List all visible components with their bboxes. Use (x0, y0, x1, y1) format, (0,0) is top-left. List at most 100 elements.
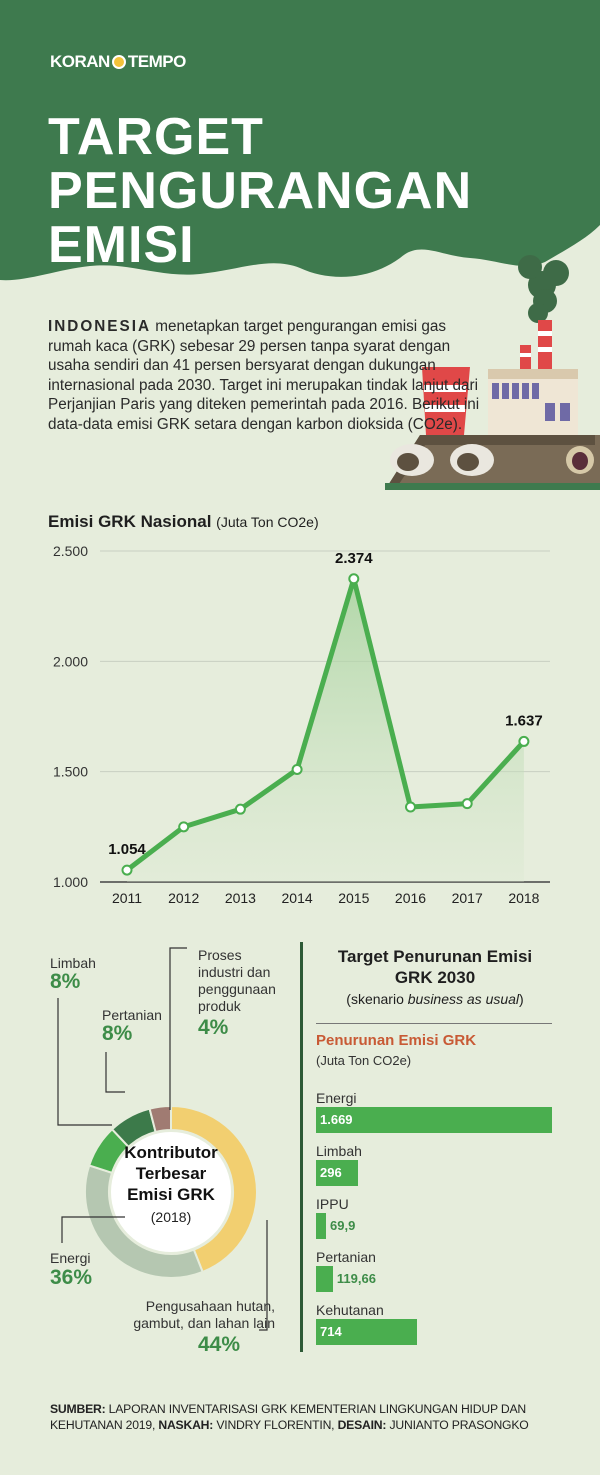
writer-key: NASKAH: (158, 1418, 214, 1432)
bar-category-label: IPPU (316, 1196, 349, 1212)
label-proses-line: industri dan (198, 964, 271, 980)
label-hutan: Pengusahaan hutan, gambut, dan lahan lai… (103, 1298, 275, 1332)
target-rule (316, 1023, 552, 1024)
x-tick-label: 2013 (225, 890, 256, 906)
donut-center-title: Kontributor (124, 1143, 218, 1162)
line-chart-title-text: Emisi GRK Nasional (48, 512, 212, 531)
y-tick-label: 1.000 (53, 874, 88, 890)
bar (316, 1266, 333, 1292)
line-chart: 1.000 1.500 2.000 2.500 2011 2012 2013 2014 2015… (53, 543, 550, 906)
data-point (518, 735, 530, 747)
bar (316, 1213, 326, 1239)
data-point (348, 573, 360, 585)
source-value: LAPORAN INVENTARISASI GRK KEMENTERIAN LI… (50, 1402, 526, 1432)
bar-unit: (Juta Ton CO2e) (316, 1053, 412, 1068)
bar-value-label: 1.669 (320, 1112, 353, 1127)
page-title-line-2: PENGURANGAN (48, 162, 473, 220)
donut-slice (148, 1104, 172, 1134)
target-title-line: GRK 2030 (394, 968, 476, 987)
series-line (125, 576, 526, 873)
bar-category-label: Energi (316, 1090, 357, 1106)
bar-value-label: 69,9 (330, 1218, 356, 1233)
data-point (461, 798, 473, 810)
target-title: Target Penurunan Emisi GRK 2030 (310, 946, 560, 988)
pct-pertanian: 8% (102, 1022, 133, 1045)
x-tick-label: 2014 (282, 890, 313, 906)
data-point (234, 803, 246, 815)
y-tick-label: 1.500 (53, 764, 88, 780)
data-point (178, 821, 190, 833)
brand-logo: KORAN TEMPO (50, 52, 186, 72)
design-value: JUNIANTO PRASONGKO (386, 1418, 529, 1432)
factory-illustration (385, 255, 600, 490)
data-point (405, 801, 416, 813)
label-proses-line: produk (198, 998, 241, 1014)
label-pertanian: Pertanian (102, 1007, 162, 1023)
brand-right: TEMPO (127, 52, 186, 71)
y-tick-label: 2.500 (53, 543, 88, 559)
label-limbah: Limbah (50, 955, 96, 971)
data-label: 1.637 (505, 712, 543, 729)
bar-category-label: Kehutanan (316, 1302, 384, 1318)
data-point (291, 763, 303, 775)
design-key: DESAIN: (337, 1418, 387, 1432)
drain-pipes (390, 444, 594, 476)
target-sub-italic: business as usual (407, 991, 520, 1007)
donut-chart: Kontributor Terbesar Emisi GRK (2018) (57, 947, 268, 1331)
leader-line (105, 1052, 125, 1093)
header-background (0, 0, 600, 281)
pct-proses: 4% (198, 1016, 229, 1039)
label-proses: Proses industri dan penggunaan produk (198, 947, 276, 1015)
data-label: 1.054 (108, 841, 146, 858)
cooling-tower (422, 367, 470, 435)
label-proses-line: penggunaan (198, 981, 276, 997)
donut-center-title: Terbesar (136, 1164, 207, 1183)
label-energi: Energi (50, 1250, 91, 1266)
brand-left: KORAN (50, 52, 110, 71)
target-subtitle: (skenario business as usual) (310, 991, 560, 1007)
donut-hole (111, 1132, 231, 1252)
x-tick-label: 2012 (168, 890, 199, 906)
label-hutan-line: gambut, dan lahan lain (133, 1315, 275, 1331)
smoke-cloud (518, 255, 569, 323)
bar (316, 1160, 358, 1186)
target-sub-suffix: ) (519, 991, 524, 1007)
bar (316, 1319, 417, 1345)
y-tick-label: 2.000 (53, 653, 88, 669)
header-banner (0, 0, 600, 281)
pct-limbah: 8% (50, 970, 81, 993)
bar-category-label: Pertanian (316, 1249, 376, 1265)
x-tick-label: 2017 (452, 890, 483, 906)
bar-value-label: 296 (320, 1165, 342, 1180)
bar-value-label: 714 (320, 1324, 342, 1339)
x-tick-label: 2016 (395, 890, 426, 906)
bar-value-label: 119,66 (336, 1271, 376, 1286)
x-tick-label: 2015 (338, 890, 369, 906)
bar-heading: Penurunan Emisi GRK (316, 1032, 477, 1049)
writer-value: VINDRY FLORENTIN, (213, 1418, 338, 1432)
brand-dot-icon (111, 55, 126, 69)
section-divider (300, 942, 303, 1352)
label-hutan-line: Pengusahaan hutan, (145, 1298, 275, 1314)
x-tick-label: 2018 (508, 890, 539, 906)
intro-lead: INDONESIA (48, 318, 151, 335)
line-chart-title: Emisi GRK Nasional (Juta Ton CO2e) (48, 512, 319, 532)
data-point (121, 864, 133, 876)
page-title-line-3: EMISI (48, 216, 195, 274)
source-key: SUMBER: (50, 1402, 106, 1416)
line-chart-unit: (Juta Ton CO2e) (216, 514, 319, 530)
data-label: 2.374 (335, 550, 373, 567)
bar-category-label: Limbah (316, 1143, 362, 1159)
pct-energi: 36% (50, 1266, 93, 1289)
area-fill (127, 578, 524, 882)
page-title-line-1: TARGET (48, 108, 264, 166)
source-credits: SUMBER: LAPORAN INVENTARISASI GRK KEMENT… (50, 1401, 570, 1433)
intro-paragraph: INDONESIA menetapkan target pengurangan … (48, 317, 488, 435)
leader-line (57, 998, 112, 1126)
leader-line (169, 947, 187, 1110)
intro-text: menetapkan target pengurangan emisi gas … (48, 318, 480, 433)
label-proses-line: Proses (198, 947, 242, 963)
x-tick-label: 2011 (112, 890, 142, 906)
target-title-line: Target Penurunan Emisi (337, 947, 533, 966)
target-sub-prefix: (skenario (346, 991, 408, 1007)
